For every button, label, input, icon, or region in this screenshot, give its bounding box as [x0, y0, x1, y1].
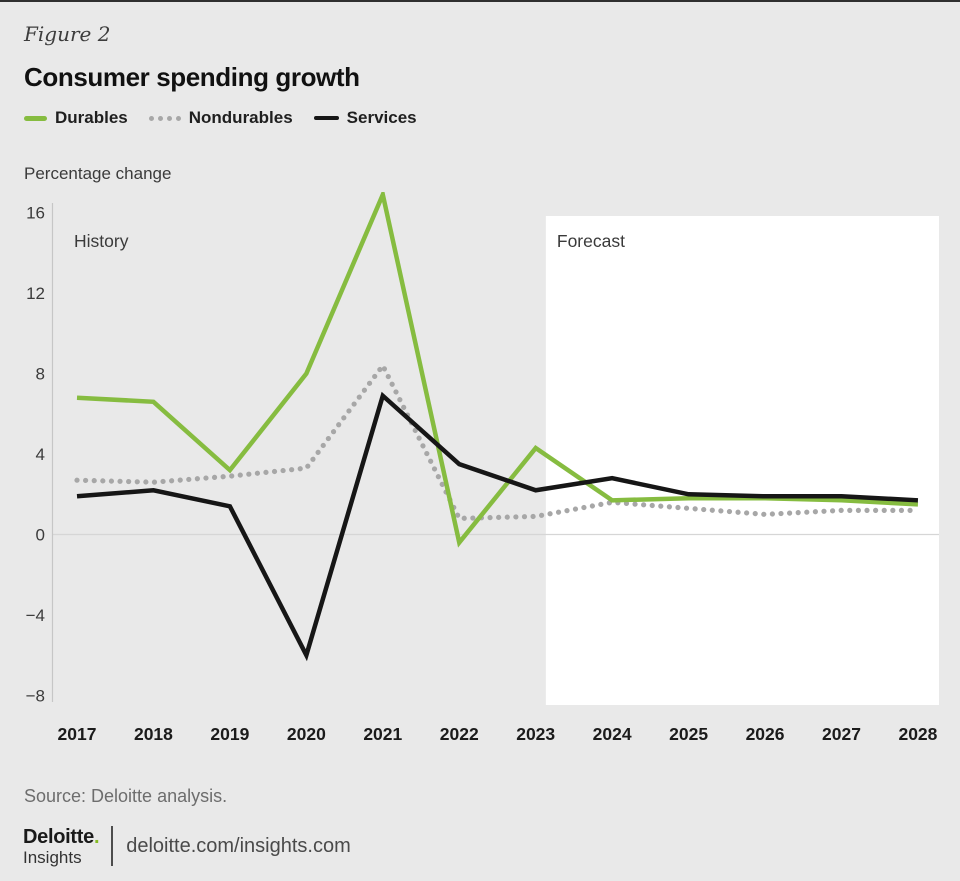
y-tick-label: 12 — [26, 284, 45, 303]
brand-green-dot: . — [93, 825, 100, 848]
x-tick-label-2024: 2024 — [593, 724, 632, 744]
legend-label-durables: Durables — [55, 108, 128, 127]
forecast-region-label: Forecast — [557, 231, 625, 251]
x-tick-label-2021: 2021 — [363, 724, 402, 744]
series-nondurables-line — [74, 360, 921, 522]
legend-item-nondurables: Nondurables — [148, 108, 293, 128]
chart-legend: Durables Nondurables Services — [24, 108, 417, 128]
footer-url: deloitte.com/insights.com — [126, 834, 351, 857]
x-tick-label-2018: 2018 — [134, 724, 173, 744]
x-tick-label-2022: 2022 — [440, 724, 479, 744]
x-tick-label-2020: 2020 — [287, 724, 326, 744]
y-tick-label: −8 — [26, 686, 45, 705]
x-tick-label-2019: 2019 — [210, 724, 249, 744]
figure-label: Figure 2 — [24, 22, 111, 46]
y-tick-label: −4 — [26, 606, 45, 625]
x-tick-label-2027: 2027 — [822, 724, 861, 744]
durables-line-swatch — [24, 115, 47, 121]
x-tick-label-2026: 2026 — [746, 724, 785, 744]
y-tick-label: 4 — [36, 445, 45, 464]
legend-label-services: Services — [346, 108, 417, 127]
forecast-region — [545, 216, 939, 705]
legend-item-services: Services — [313, 108, 417, 128]
services-line-swatch — [313, 116, 339, 120]
x-tick-label-2023: 2023 — [516, 724, 555, 744]
brand-name: Deloitte. — [23, 825, 100, 848]
y-axis-unit-label: Percentage change — [24, 164, 172, 183]
footer: Deloitte. Insights deloitte.com/insights… — [23, 826, 351, 866]
consumer-spending-line-chart: History Forecast 16 12 8 4 0 −4 −8 2017 2018 2019 20… — [26, 192, 939, 744]
x-tick-label-2028: 2028 — [898, 724, 937, 744]
series-durables-line — [76, 192, 919, 548]
nondurables-dotted-swatch — [148, 115, 181, 121]
deloitte-insights-logo: Deloitte. Insights — [23, 825, 100, 867]
source-note: Source: Deloitte analysis. — [24, 786, 228, 806]
series-services-line — [76, 391, 919, 662]
y-tick-label: 0 — [36, 526, 45, 545]
legend-item-durables: Durables — [24, 108, 128, 128]
x-tick-label-2017: 2017 — [58, 724, 97, 744]
x-tick-label-2025: 2025 — [669, 724, 708, 744]
legend-label-nondurables: Nondurables — [188, 108, 293, 127]
y-tick-label: 16 — [26, 204, 45, 223]
brand-sub: Insights — [23, 847, 82, 867]
footer-divider — [111, 826, 114, 866]
history-region-label: History — [74, 231, 129, 251]
chart-title: Consumer spending growth — [24, 62, 360, 92]
y-tick-label: 8 — [36, 365, 45, 384]
